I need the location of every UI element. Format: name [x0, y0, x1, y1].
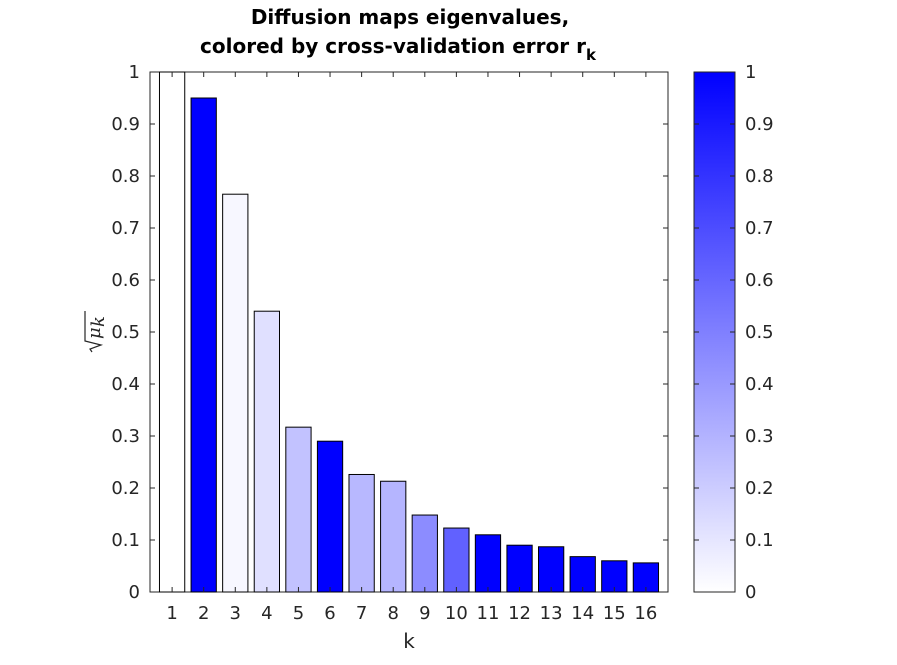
x-tick-label-10: 10	[445, 603, 468, 624]
y-tick-label-0: 0	[129, 582, 140, 603]
chart-title-line2-text: colored by cross-validation error r	[200, 34, 586, 58]
colorbar-tick-label-0.9: 0.9	[745, 114, 774, 135]
x-tick-label-1: 1	[166, 603, 177, 624]
colorbar-tick-label-0.5: 0.5	[745, 322, 774, 343]
y-axis-label: μ k	[84, 311, 109, 353]
colorbar-tick-label-0.1: 0.1	[745, 530, 774, 551]
x-tick-label-7: 7	[356, 603, 367, 624]
bar-7	[348, 473, 375, 593]
bar-11	[474, 534, 502, 593]
x-tick-label-8: 8	[387, 603, 398, 624]
x-tick-label-3: 3	[230, 603, 241, 624]
x-tick-label-16: 16	[634, 603, 657, 624]
y-axis: 0 0.1 0.2 0.3 0.4 0.5 0.6 0.7 0.8 0.9 1	[111, 62, 668, 603]
y-tick-label-0.9: 0.9	[111, 114, 140, 135]
colorbar-tick-label-0.4: 0.4	[745, 374, 774, 395]
x-tick-label-11: 11	[477, 603, 500, 624]
chart-title-line2: colored by cross-validation error rk	[200, 34, 597, 64]
bar-3	[222, 193, 249, 593]
y-axis-label-mu: μ	[84, 327, 105, 339]
colorbar-tick-label-0.6: 0.6	[745, 270, 774, 291]
colorbar-tick-label-0.8: 0.8	[745, 166, 774, 187]
bar-9	[411, 514, 438, 593]
x-tick-label-4: 4	[261, 603, 272, 624]
colorbar-axis: 0 0.1 0.2 0.3 0.4 0.5 0.6 0.7 0.8 0.9 1	[694, 62, 774, 603]
bar-8	[380, 480, 407, 593]
colorbar-tick-label-0: 0	[745, 582, 756, 603]
bar-5	[285, 426, 312, 593]
bar-14	[569, 556, 596, 593]
bar-1	[158, 71, 186, 593]
y-tick-label-0.5: 0.5	[111, 322, 140, 343]
bars-group	[158, 71, 660, 593]
y-tick-label-0.6: 0.6	[111, 270, 140, 291]
y-tick-label-0.3: 0.3	[111, 426, 140, 447]
chart-title-line1: Diffusion maps eigenvalues,	[251, 5, 569, 29]
x-axis-label: k	[403, 629, 415, 653]
bar-4	[253, 310, 280, 593]
bar-15	[601, 560, 628, 593]
y-tick-label-0.4: 0.4	[111, 374, 140, 395]
bar-2	[190, 97, 217, 593]
x-tick-label-13: 13	[540, 603, 563, 624]
bar-6	[316, 440, 344, 593]
y-tick-label-0.2: 0.2	[111, 478, 140, 499]
colorbar-tick-label-0.2: 0.2	[745, 478, 774, 499]
chart-title-subscript: k	[586, 46, 597, 64]
sqrt-symbol	[84, 311, 104, 353]
y-tick-label-0.1: 0.1	[111, 530, 140, 551]
x-tick-label-14: 14	[571, 603, 594, 624]
x-tick-label-2: 2	[198, 603, 209, 624]
x-tick-label-12: 12	[508, 603, 531, 624]
x-tick-label-9: 9	[419, 603, 430, 624]
bar-10	[443, 527, 470, 593]
y-tick-label-1: 1	[129, 62, 140, 83]
y-tick-label-0.7: 0.7	[111, 218, 140, 239]
colorbar-tick-label-1: 1	[745, 62, 756, 83]
x-tick-label-6: 6	[324, 603, 335, 624]
bar-12	[506, 544, 533, 593]
colorbar-tick-label-0.3: 0.3	[745, 426, 774, 447]
x-axis: 1 2 3 4 5 6 7 8 9 10 11 12 13 14 15 16	[166, 72, 657, 624]
bar-13	[538, 546, 565, 593]
colorbar	[693, 71, 736, 593]
x-tick-label-5: 5	[293, 603, 304, 624]
y-tick-label-0.8: 0.8	[111, 166, 140, 187]
y-axis-label-subscript: k	[88, 316, 109, 327]
x-tick-label-15: 15	[603, 603, 626, 624]
colorbar-tick-label-0.7: 0.7	[745, 218, 774, 239]
